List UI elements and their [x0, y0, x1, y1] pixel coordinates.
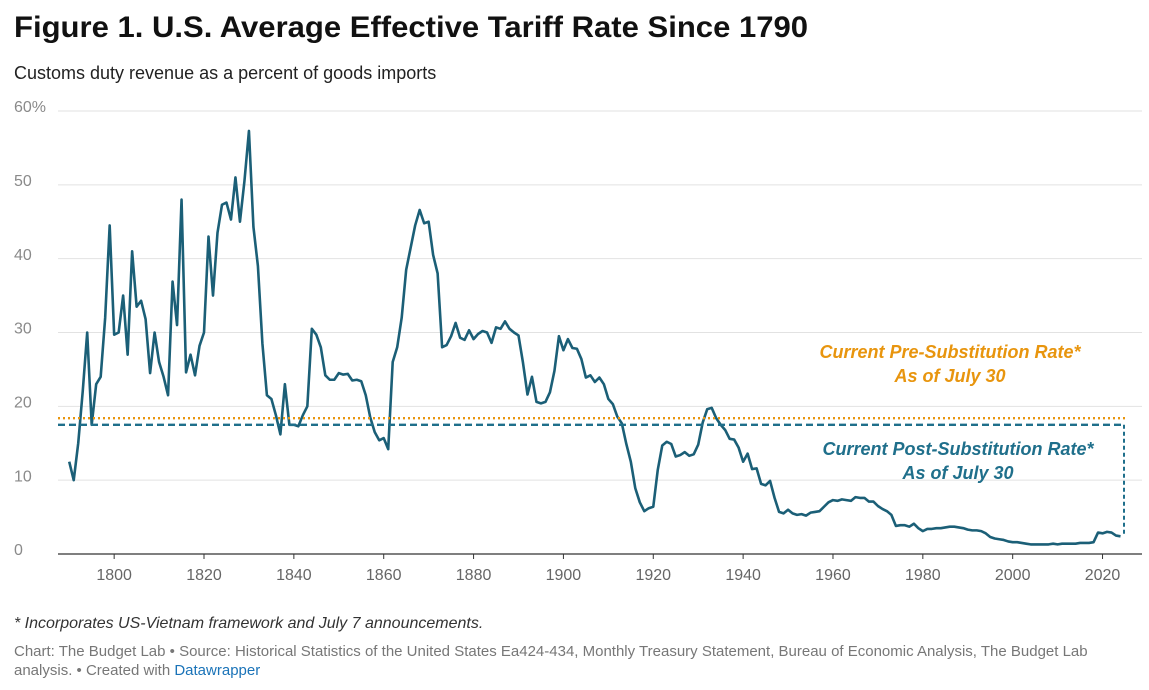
y-tick-label: 50 — [14, 173, 32, 190]
reference-label: As of July 30 — [901, 463, 1013, 483]
x-tick-label: 1820 — [186, 567, 222, 584]
x-tick-label: 1880 — [456, 567, 492, 584]
x-tick-label: 1900 — [546, 567, 582, 584]
reference-label: Current Pre-Substitution Rate* — [819, 342, 1081, 362]
x-tick-label: 1940 — [725, 567, 761, 584]
data-line — [67, 129, 1121, 546]
reference-label: Current Post-Substitution Rate* — [822, 439, 1094, 459]
x-tick-label: 1980 — [905, 567, 941, 584]
y-tick-label: 30 — [14, 321, 32, 338]
y-tick-label: 0 — [14, 542, 23, 559]
x-tick-label: 1800 — [96, 567, 132, 584]
x-tick-label: 1960 — [815, 567, 851, 584]
x-tick-label: 1840 — [276, 567, 312, 584]
credit: • Created with — [76, 662, 171, 679]
source-text: Chart: The Budget Lab • Source: Historic… — [14, 643, 1088, 679]
y-tick-label: 10 — [14, 468, 32, 485]
x-tick-label: 2000 — [995, 567, 1031, 584]
x-tick-label: 1860 — [366, 567, 402, 584]
chart: Figure 1. U.S. Average Effective Tariff … — [14, 11, 1142, 584]
y-tick-label: 40 — [14, 247, 32, 264]
reference-label: As of July 30 — [893, 366, 1005, 386]
footnote: * Incorporates US-Vietnam framework and … — [14, 615, 484, 632]
source: Chart: The Budget Lab • Source: Historic… — [14, 642, 1139, 680]
y-tick-label: 60% — [14, 99, 46, 116]
y-tick-label: 20 — [14, 395, 32, 412]
chart-subtitle: Customs duty revenue as a percent of goo… — [14, 63, 436, 83]
chart-title: Figure 1. U.S. Average Effective Tariff … — [14, 11, 808, 44]
credit-link[interactable]: Datawrapper — [174, 662, 261, 679]
x-tick-label: 2020 — [1085, 567, 1121, 584]
x-tick-label: 1920 — [635, 567, 671, 584]
